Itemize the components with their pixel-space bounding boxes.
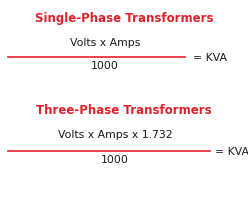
Text: Single-Phase Transformers: Single-Phase Transformers bbox=[35, 12, 213, 25]
Text: = KVA: = KVA bbox=[215, 146, 248, 156]
Text: Three-Phase Transformers: Three-Phase Transformers bbox=[36, 103, 212, 116]
Text: 1000: 1000 bbox=[101, 154, 129, 164]
Text: 1000: 1000 bbox=[91, 61, 119, 71]
Text: Volts x Amps: Volts x Amps bbox=[70, 38, 140, 48]
Text: Volts x Amps x 1.732: Volts x Amps x 1.732 bbox=[58, 129, 172, 139]
Text: = KVA: = KVA bbox=[193, 53, 227, 63]
